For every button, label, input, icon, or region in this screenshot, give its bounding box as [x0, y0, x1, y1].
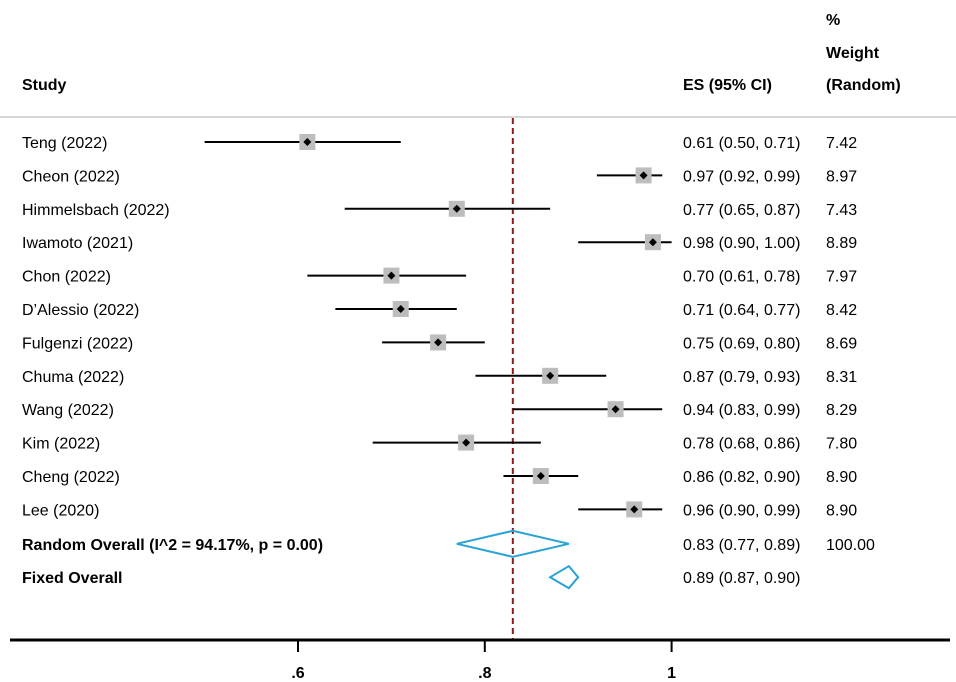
point-estimate	[630, 505, 639, 514]
point-estimate	[434, 338, 443, 347]
overall-es-ci-text: 0.89 (0.87, 0.90)	[683, 570, 800, 587]
weight-text: 8.97	[826, 168, 857, 185]
overall-es-ci-text: 0.83 (0.77, 0.89)	[683, 537, 800, 554]
study-label: Wang (2022)	[22, 402, 114, 419]
weight-header-line3: (Random)	[826, 77, 901, 94]
study-label: Fulgenzi (2022)	[22, 335, 133, 352]
weight-text: 7.42	[826, 135, 857, 152]
weight-text: 7.80	[826, 436, 857, 453]
weight-text: 7.43	[826, 202, 857, 219]
weight-text: 8.90	[826, 502, 857, 519]
overall-label: Fixed Overall	[22, 570, 123, 587]
es-ci-text: 0.70 (0.61, 0.78)	[683, 269, 800, 286]
random-overall-diamond	[456, 529, 570, 558]
point-estimate	[639, 171, 648, 180]
es-ci-text: 0.86 (0.82, 0.90)	[683, 469, 800, 486]
es-ci-text: 0.71 (0.64, 0.77)	[683, 302, 800, 319]
es-ci-text: 0.78 (0.68, 0.86)	[683, 436, 800, 453]
es-ci-text: 0.98 (0.90, 1.00)	[683, 235, 800, 252]
study-label: Iwamoto (2021)	[22, 235, 133, 252]
study-label: Cheng (2022)	[22, 469, 120, 486]
es-ci-text: 0.96 (0.90, 0.99)	[683, 502, 800, 519]
es-ci-text: 0.94 (0.83, 0.99)	[683, 402, 800, 419]
point-estimate	[611, 405, 620, 414]
study-header: Study	[22, 77, 67, 94]
x-tick-label: .6	[291, 665, 304, 682]
es-ci-text: 0.97 (0.92, 0.99)	[683, 168, 800, 185]
es-header: ES (95% CI)	[683, 77, 772, 94]
es-ci-text: 0.87 (0.79, 0.93)	[683, 369, 800, 386]
point-estimate	[452, 204, 461, 213]
study-label: Lee (2020)	[22, 502, 99, 519]
x-axis: .6 .8 1	[10, 638, 950, 682]
weight-text: 7.97	[826, 269, 857, 286]
weight-header-line2: Weight	[826, 45, 880, 62]
point-estimate	[303, 138, 312, 146]
point-estimate	[536, 472, 545, 480]
study-label: Chuma (2022)	[22, 369, 124, 386]
weight-text: 8.42	[826, 302, 857, 319]
overall-label: Random Overall (I^2 = 94.17%, p = 0.00)	[22, 537, 323, 554]
es-ci-text: 0.61 (0.50, 0.71)	[683, 135, 800, 152]
point-estimate	[396, 305, 405, 313]
weight-text: 8.90	[826, 469, 857, 486]
weight-header-line1: %	[826, 12, 840, 29]
point-estimate	[387, 271, 396, 280]
point-estimate	[546, 371, 555, 380]
point-estimate	[648, 238, 657, 247]
fixed-overall-diamond	[548, 564, 580, 590]
point-estimate	[462, 438, 471, 447]
weight-text: 8.29	[826, 402, 857, 419]
study-label: Kim (2022)	[22, 436, 100, 453]
weight-text: 8.89	[826, 235, 857, 252]
study-label: Cheon (2022)	[22, 168, 120, 185]
es-ci-text: 0.75 (0.69, 0.80)	[683, 335, 800, 352]
study-label: Chon (2022)	[22, 269, 111, 286]
weight-text: 8.69	[826, 335, 857, 352]
study-label: Teng (2022)	[22, 135, 107, 152]
x-tick-label: .8	[478, 665, 491, 682]
study-label: D’Alessio (2022)	[22, 302, 139, 319]
es-ci-text: 0.77 (0.65, 0.87)	[683, 202, 800, 219]
overall-weight-text: 100.00	[826, 537, 875, 554]
x-tick-label: 1	[667, 665, 676, 682]
study-rows: Teng (2022) 0.61 (0.50, 0.71) 7.42 Cheon (2…	[22, 118, 875, 640]
weight-text: 8.31	[826, 369, 857, 386]
study-label: Himmelsbach (2022)	[22, 202, 170, 219]
